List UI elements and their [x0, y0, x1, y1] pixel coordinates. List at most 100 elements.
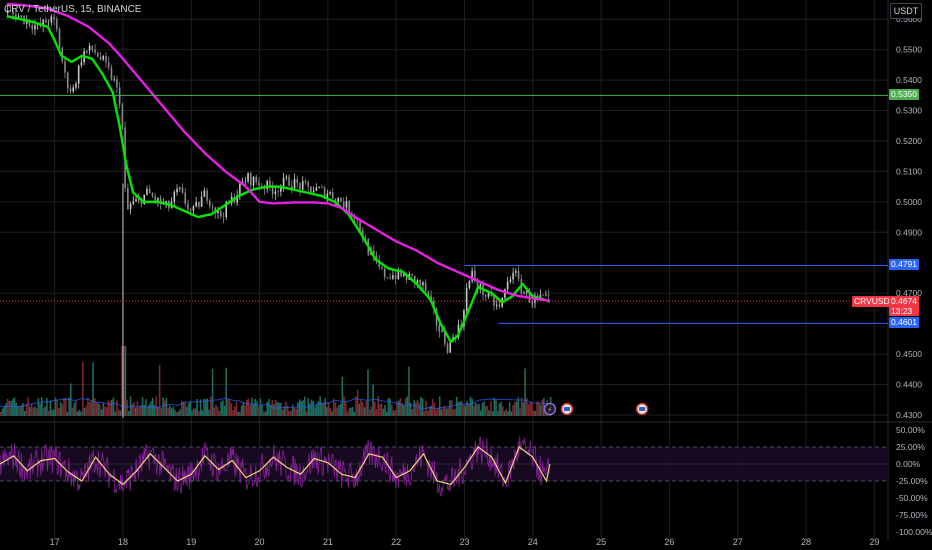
volume-bar [264, 411, 267, 416]
candle-body [116, 79, 118, 88]
currency-selector[interactable]: USDT [890, 3, 922, 19]
candle-body [96, 52, 99, 57]
volume-bar [467, 403, 470, 416]
volume-bar [348, 408, 350, 416]
candle-body [143, 194, 146, 205]
y-tick-label: 0.5500 [896, 45, 922, 55]
candle-body [304, 181, 307, 182]
candle-body [222, 216, 225, 218]
volume-bar [134, 407, 137, 416]
volume-bar [476, 404, 479, 416]
volume-bar [503, 411, 506, 416]
volume-bar [321, 402, 323, 416]
y-tick-label: 0.4700 [896, 288, 922, 298]
volume-bar [145, 399, 147, 416]
candle-body [173, 192, 176, 202]
volume-bar [350, 407, 352, 416]
volume-bar [192, 408, 195, 416]
candle-body [31, 25, 34, 30]
volume-bar [514, 401, 516, 416]
candle-body [310, 186, 312, 193]
candle-body [386, 277, 389, 279]
candle-body [405, 274, 408, 280]
volume-bar [129, 396, 132, 416]
candle-body [318, 187, 320, 188]
volume-bar [175, 411, 178, 416]
candle-body [509, 279, 512, 282]
candle-body [217, 211, 219, 214]
candle-body [75, 83, 77, 88]
candle-body [348, 201, 350, 214]
volume-bar [189, 400, 192, 416]
volume-bar [138, 406, 140, 416]
volume-bar [319, 396, 321, 416]
volume-bar [97, 403, 99, 416]
volume-bar [527, 403, 530, 416]
volume-bar [81, 361, 84, 416]
volume-bar [423, 411, 426, 416]
volume-bar [18, 406, 21, 416]
volume-bar [245, 399, 248, 416]
volume-bar [204, 399, 207, 416]
volume-bar [327, 402, 330, 416]
volume-bar [68, 397, 70, 416]
volume-bar [165, 398, 168, 416]
volume-bar [281, 409, 284, 416]
volume-bar [461, 400, 463, 416]
volume-bar [167, 407, 169, 416]
volume-bar [466, 401, 468, 416]
volume-bar [0, 411, 2, 416]
candle-body [545, 294, 547, 296]
candle-body [282, 177, 285, 187]
volume-bar [210, 396, 212, 416]
volume-bar [157, 406, 159, 416]
candle-body [165, 201, 167, 204]
candle-body [340, 197, 342, 202]
x-tick-label: 23 [459, 537, 469, 547]
volume-bar [44, 406, 46, 416]
candle-body [547, 294, 550, 296]
candle-body [326, 193, 329, 198]
volume-bar [174, 410, 176, 416]
volume-bar [256, 400, 258, 416]
volume-bar [128, 411, 130, 416]
volume-bar [235, 401, 238, 416]
volume-bar [385, 411, 388, 416]
volume-bar [314, 407, 316, 416]
volume-bar [339, 403, 342, 416]
candle-body [441, 331, 443, 332]
candle-body [539, 294, 542, 298]
x-tick-label: 25 [596, 537, 606, 547]
candle-body [531, 302, 534, 304]
candle-body [176, 188, 178, 193]
volume-bar [230, 403, 233, 416]
candle-body [515, 271, 517, 273]
candle-body [255, 176, 258, 183]
volume-bar [104, 406, 106, 416]
x-tick-label: 18 [118, 537, 128, 547]
x-tick-label: 20 [255, 537, 265, 547]
volume-bar [384, 405, 386, 416]
volume-bar [143, 405, 146, 416]
osc-tick-label: -75.00% [896, 510, 928, 520]
volume-bar [251, 397, 253, 416]
volume-bar [206, 398, 209, 416]
candle-body [151, 193, 154, 197]
volume-bar [100, 409, 103, 416]
volume-bar [5, 403, 7, 416]
volume-bar [355, 396, 357, 416]
osc-tick-label: 0.00% [896, 459, 921, 469]
volume-bar [29, 406, 31, 416]
countdown: 13:23 [891, 306, 913, 317]
volume-bar [536, 401, 538, 416]
volume-bar [447, 407, 450, 416]
candle-body [419, 280, 422, 286]
candle-body [157, 198, 159, 202]
volume-bar [114, 411, 117, 416]
volume-bar [92, 362, 94, 416]
candle-body [474, 270, 476, 282]
candle-body [127, 187, 129, 210]
candle-body [290, 185, 293, 189]
